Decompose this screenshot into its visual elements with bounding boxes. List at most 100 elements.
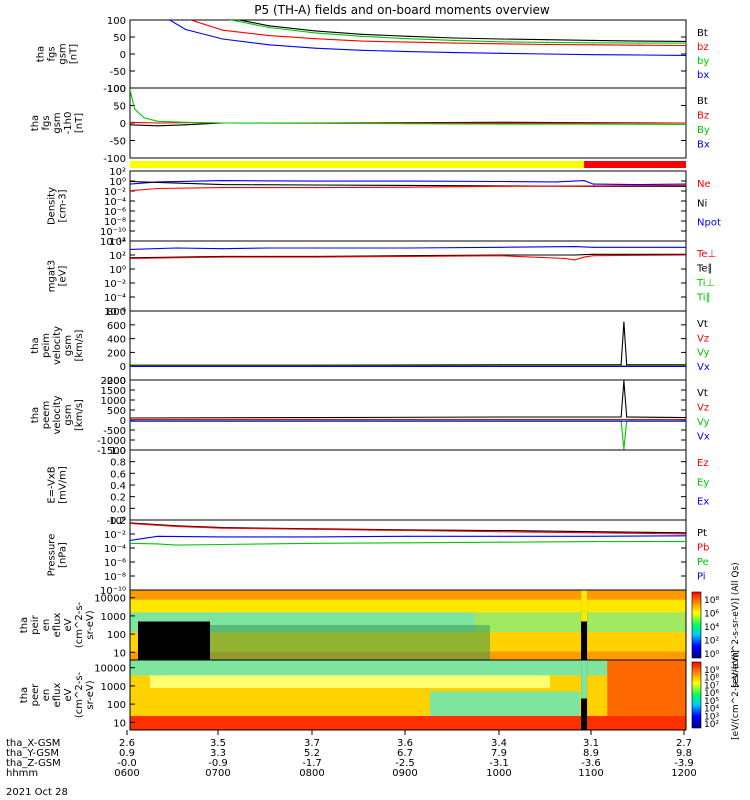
y-tick-label: 0.6 [110,469,126,480]
spectrogram-yellow-band [130,599,686,613]
legend-Ne: Ne [697,179,711,190]
x-tick-label: 3.5 [210,738,226,749]
y-axis-label: Density [47,187,58,225]
y-tick-label: 800 [107,307,126,318]
panel-frame [129,659,687,731]
y-axis-label: peer [30,683,41,707]
data-point [546,41,548,44]
data-point [268,25,270,27]
x-row-label: hhmm [6,768,38,779]
data-point [500,43,502,45]
y-tick-label: 100 [107,700,126,711]
panel-peir_spectrogram: 10000 1000 100 10 10⁸ 10⁶ 10⁴ 10² 10⁰ [eV/(cm^2-s… [19,562,741,687]
y-tick-label: 1500 [101,386,126,397]
y-tick-label: 10² [109,167,126,178]
colorbar-tick-label: 10⁷ [704,681,719,691]
legend-Te⊥: Te⊥ [696,249,716,260]
y-tick-label: 0 [120,50,126,61]
y-axis-label: velocity [52,395,63,434]
spectrogram-high-energy-band [130,660,686,676]
data-point [453,39,455,42]
y-axis-label: tha [19,617,30,633]
data-point [130,183,131,185]
data-point [500,38,502,40]
y-axis-label: [mV/m] [58,466,69,504]
x-tick-label: 8.9 [583,748,599,759]
y-axis-label: (cm^2-s- [74,601,85,648]
x-tick-label: -0.9 [208,758,228,769]
data-point [130,190,131,192]
x-tick-label: 7.9 [491,748,507,759]
data-point [592,39,594,42]
data-point [222,543,224,546]
data-point [685,419,686,421]
panel-frame [129,170,687,242]
data-point [592,183,594,185]
data-point [592,42,594,44]
data-point [130,417,131,419]
data-point [623,448,625,450]
y-axis-label: gsm [58,43,69,64]
data-point [685,54,686,56]
data-point [407,186,409,188]
data-point [314,187,316,189]
data-point [555,181,557,183]
y-axis-label: [km/s] [74,329,85,361]
x-tick-label: 3.3 [210,748,226,759]
legend-Vx: Vx [697,432,710,443]
colorbar-label: [eV/(cm^2-s-sr-eV)] (All Qs) [731,562,741,687]
panel-fgs_gsm: 100 50 0 -50 -100 tha fgs gsm [nT] Bt bz by bx [36,16,710,95]
spectrogram-bottom-band [130,716,686,730]
x-tick-label: -1.7 [302,758,322,769]
data-point [130,419,131,421]
legend-Vz: Vz [697,333,709,344]
y-axis-label: gsm [52,112,63,133]
data-point [685,364,686,366]
y-tick-label: 10⁰ [109,516,126,527]
y-axis-label: [cm-3] [58,189,69,222]
x-tick-label: 3.1 [583,738,599,749]
y-tick-label: -1000 [97,436,126,447]
data-point [130,420,131,422]
data-point [592,253,594,255]
data-point [546,43,548,46]
data-point [130,257,131,260]
data-point [574,259,576,261]
data-point [453,37,455,39]
data-point [157,535,159,537]
series-group [130,180,686,192]
data-point [130,522,131,525]
legend-Bt: Bt [697,28,708,39]
y-tick-label: -50 [110,137,126,148]
mode-bar-segment [130,161,585,168]
y-axis-label: eV [63,618,74,631]
data-point [314,536,316,538]
data-point [157,125,159,127]
y-tick-label: 10⁻² [104,530,126,541]
panel-frame [129,240,687,312]
data-point [685,420,686,422]
data-point [157,122,159,124]
legend-by: by [697,56,709,67]
data-point [407,180,409,182]
y-axis-label: en [41,689,52,702]
panel-frame [129,310,687,381]
legend-Bx: Bx [697,140,710,151]
y-axis-label: [km/s] [74,399,85,431]
data-point [500,41,502,43]
colorbar-tick-label: 10³ [704,712,719,722]
series-line-Ne [130,184,686,192]
colorbar-tick-label: 10⁶ [704,610,719,620]
x-tick-label: -3.9 [674,758,694,769]
y-tick-label: 1000 [101,612,126,623]
panel-frame [129,449,687,521]
colorbar-tick-label: 10⁵ [704,697,719,707]
y-axis-label: eV [63,688,74,701]
y-tick-label: 10⁻¹⁰ [100,227,126,238]
data-point [157,543,159,545]
x-tick-label: 5.2 [304,748,320,759]
y-tick-label: -100 [103,154,126,165]
data-point [574,246,576,248]
data-point [620,364,622,366]
